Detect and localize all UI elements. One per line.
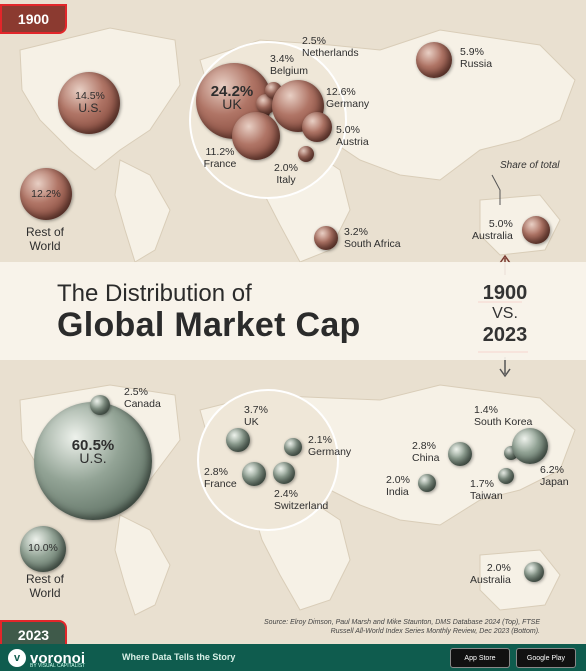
brand-name[interactable]: voronoi <box>30 650 85 667</box>
bubble-canada-2023 <box>90 395 110 415</box>
label-rest-of-world-2023: 10.0% <box>28 542 58 554</box>
label-austria-1900: 5.0% Austria <box>336 124 369 148</box>
bubble-rest-of-world-2023 <box>20 526 66 572</box>
bubble-australia-1900 <box>522 216 550 244</box>
label-us-1900: 14.5% U.S. <box>75 90 105 115</box>
label-japan-2023: 6.2% Japan <box>540 464 569 488</box>
year-a: 1900 <box>482 282 528 304</box>
title-line2: Global Market Cap <box>57 306 361 344</box>
bubble-taiwan-2023 <box>498 468 514 484</box>
arrow-down <box>499 368 511 378</box>
label-germany-2023: 2.1% Germany <box>308 434 352 458</box>
brand-sub: BY VISUAL CAPITALIST <box>30 663 86 669</box>
bubble-germany-2023 <box>284 438 302 456</box>
label-china-2023: 2.8% China <box>412 440 440 464</box>
label-italy-1900: 2.0% Italy <box>274 162 298 186</box>
label-rest-of-world-1900: 12.2% <box>31 188 61 200</box>
label-france-1900: 11.2% France <box>203 146 237 170</box>
label-france-2023: 2.8% France <box>204 466 237 490</box>
label-netherlands-1900: 2.5% Netherlands <box>302 35 359 59</box>
voronoi-logo-icon: v <box>8 649 26 667</box>
label-switzerland-2023: 2.4% Switzerland <box>274 488 329 512</box>
share-of-total-note: Share of total <box>500 160 560 171</box>
bubble-australia-2023 <box>524 562 544 582</box>
year-badge-1900: 1900 <box>0 4 67 34</box>
years-compare: 1900 VS. 2023 <box>470 282 540 346</box>
title-band <box>0 262 586 360</box>
label-uk-2023: 3.7% UK <box>244 404 268 428</box>
label-belgium-1900: 3.4% Belgium <box>270 53 308 77</box>
label-rest-of-world-name-1900: Rest of World <box>25 225 64 253</box>
bubble-belgium-1900 <box>256 94 276 114</box>
europe-zoom-2023 <box>197 389 339 531</box>
label-us-2023: 60.5% U.S. <box>71 437 115 466</box>
google-play-button[interactable]: Google Play <box>516 648 576 668</box>
footer-bar: voronoi BY VISUAL CAPITALIST Where Data … <box>0 644 586 671</box>
label-australia-2023: 2.0% Australia <box>470 562 511 586</box>
label-russia-1900: 5.9% Russia <box>460 46 493 70</box>
bubble-india-2023 <box>418 474 436 492</box>
label-south-africa-1900: 3.2% South Africa <box>344 226 401 250</box>
bubble-france-1900 <box>232 112 280 160</box>
tagline: Where Data Tells the Story <box>122 652 236 662</box>
bubble-japan-2023 <box>512 428 548 464</box>
app-store-button[interactable]: App Store <box>450 648 510 668</box>
note-pointer <box>491 174 501 205</box>
year-b: 2023 <box>482 324 528 346</box>
title-line1: The Distribution of <box>57 280 252 307</box>
label-canada-2023: 2.5% Canada <box>124 386 161 410</box>
label-uk-1900: 24.2% UK <box>210 83 254 112</box>
vs-word: VS. <box>492 305 518 322</box>
bubble-us-2023 <box>34 402 152 520</box>
label-taiwan-2023: 1.7% Taiwan <box>470 478 503 502</box>
bubble-france-2023 <box>242 462 266 486</box>
bubble-china-2023 <box>448 442 472 466</box>
label-india-2023: 2.0% India <box>386 474 410 498</box>
label-south-korea-2023: 1.4% South Korea <box>474 404 533 428</box>
source-note: Source: Elroy Dimson, Paul Marsh and Mik… <box>264 619 540 635</box>
bubble-austria-1900 <box>302 112 332 142</box>
bubble-uk-2023 <box>226 428 250 452</box>
bubble-switzerland-2023 <box>273 462 295 484</box>
bubble-us-1900 <box>58 72 120 134</box>
bubble-rest-of-world-1900 <box>20 168 72 220</box>
label-rest-of-world-name-2023: Rest of World <box>25 572 64 600</box>
bubble-italy-1900 <box>298 146 314 162</box>
label-australia-1900: 5.0% Australia <box>472 218 513 242</box>
bubble-russia-1900 <box>416 42 452 78</box>
bubble-south-africa-1900 <box>314 226 338 250</box>
label-germany-1900: 12.6% Germany <box>326 86 370 110</box>
